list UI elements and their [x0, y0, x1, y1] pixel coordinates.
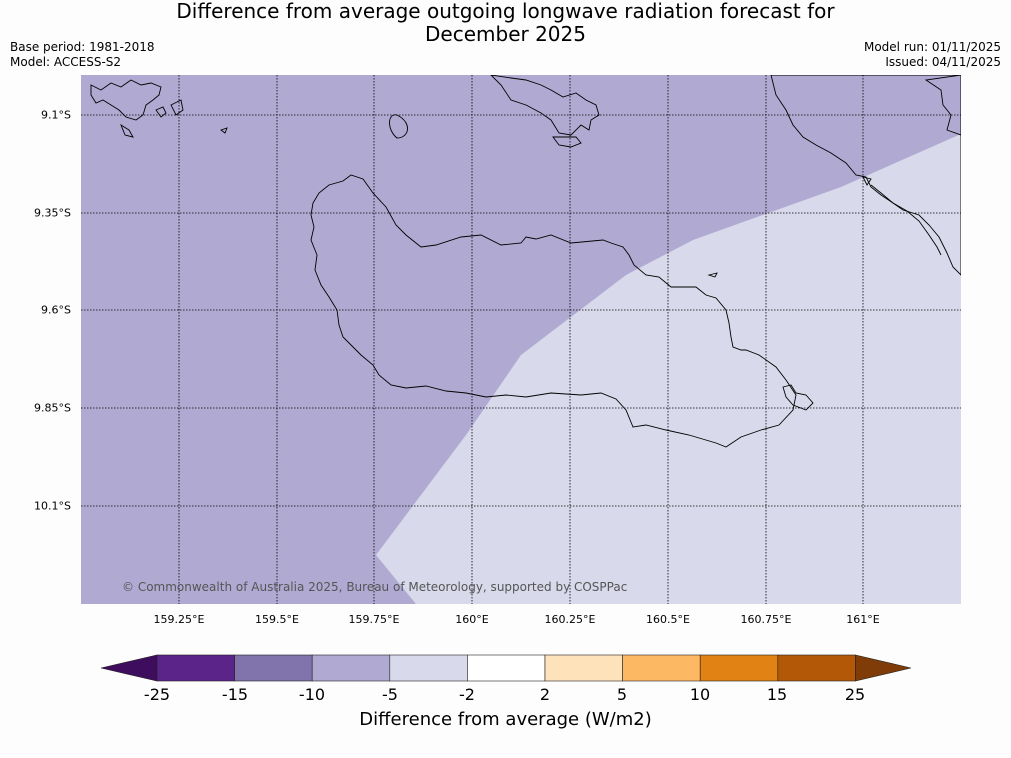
lat-label-5: 10.1°S: [34, 499, 71, 513]
title-line-2: December 2025: [425, 22, 586, 46]
colorbar: [100, 654, 912, 682]
coast-east-guadalcanal-islet: [782, 384, 814, 411]
colorbar-segment: [699, 654, 779, 682]
coast-nw-small-1: [155, 106, 167, 118]
colorbar-segment: [777, 654, 856, 682]
coast-nw-small-2: [170, 99, 184, 116]
cbar-tick-5: -2: [459, 685, 475, 704]
lon-label-5: 160.25°E: [544, 613, 596, 626]
coastlines: [90, 75, 961, 448]
coast-ngela-tip: [862, 176, 872, 186]
region-light: [376, 134, 961, 604]
copyright-note: © Commonwealth of Australia 2025, Bureau…: [122, 580, 628, 594]
lat-label-2: 9.35°S: [34, 206, 71, 220]
lon-label-7: 160.75°E: [740, 613, 792, 626]
cbar-tick-1: -25: [143, 685, 171, 704]
cbar-tick-4: -5: [382, 685, 398, 704]
coast-islet: [707, 272, 718, 278]
colorbar-label: Difference from average (W/m2): [359, 709, 652, 730]
coast-nggela: [490, 75, 600, 136]
lon-label-4: 160°E: [455, 613, 489, 626]
model-run: Model run: 01/11/2025: [863, 40, 1001, 54]
coast-malaita-north: [924, 75, 961, 136]
map-panel: [81, 75, 961, 604]
colorbar-segment: [156, 654, 235, 682]
model-name: Model: ACCESS-S2: [10, 55, 122, 69]
colorbar-extend-high: [855, 654, 912, 682]
colorbar-segment: [467, 654, 546, 682]
lon-label-6: 160.5°E: [646, 613, 690, 626]
cbar-tick-6: 2: [539, 685, 551, 704]
lat-label-3: 9.6°S: [41, 303, 71, 317]
colorbar-segment: [544, 654, 623, 682]
lon-label-3: 159.75°E: [348, 613, 400, 626]
coast-guadalcanal: [310, 174, 797, 448]
gridlines: [81, 75, 961, 604]
lon-label-1: 159.25°E: [153, 613, 205, 626]
lon-label-2: 159.5°E: [255, 613, 299, 626]
colorbar-segments: [100, 654, 912, 682]
coast-nw-islands: [90, 79, 162, 121]
lat-label-4: 9.85°S: [34, 401, 71, 415]
map-svg: [81, 75, 961, 604]
lat-label-1: 9.1°S: [41, 108, 71, 122]
colorbar-segment: [311, 654, 391, 682]
cbar-tick-3: -10: [298, 685, 326, 704]
title-line-1: Difference from average outgoing longwav…: [176, 0, 835, 23]
coast-nw-small-3: [120, 123, 134, 138]
cbar-tick-10: 25: [844, 685, 866, 704]
coast-malaita: [770, 75, 961, 276]
coast-maramasike: [870, 184, 942, 256]
base-period: Base period: 1981-2018: [10, 40, 155, 54]
coast-savo: [389, 114, 408, 139]
chart-title: Difference from average outgoing longwav…: [0, 0, 1011, 46]
colorbar-segment: [234, 654, 313, 682]
coast-nw-small-4: [220, 127, 228, 134]
cbar-tick-8: 10: [689, 685, 711, 704]
colorbar-segment: [389, 654, 468, 682]
cbar-tick-7: 5: [616, 685, 628, 704]
colorbar-extend-low: [100, 654, 158, 682]
cbar-tick-9: 15: [766, 685, 788, 704]
lon-label-8: 161°E: [846, 613, 880, 626]
meta-right: Model run: 01/11/2025 Issued: 04/11/2025: [864, 40, 1001, 70]
coast-nggela-2: [552, 136, 582, 148]
issued-date: Issued: 04/11/2025: [885, 55, 1001, 69]
cbar-tick-2: -15: [221, 685, 249, 704]
meta-left: Base period: 1981-2018 Model: ACCESS-S2: [10, 40, 155, 70]
colorbar-segment: [622, 654, 701, 682]
